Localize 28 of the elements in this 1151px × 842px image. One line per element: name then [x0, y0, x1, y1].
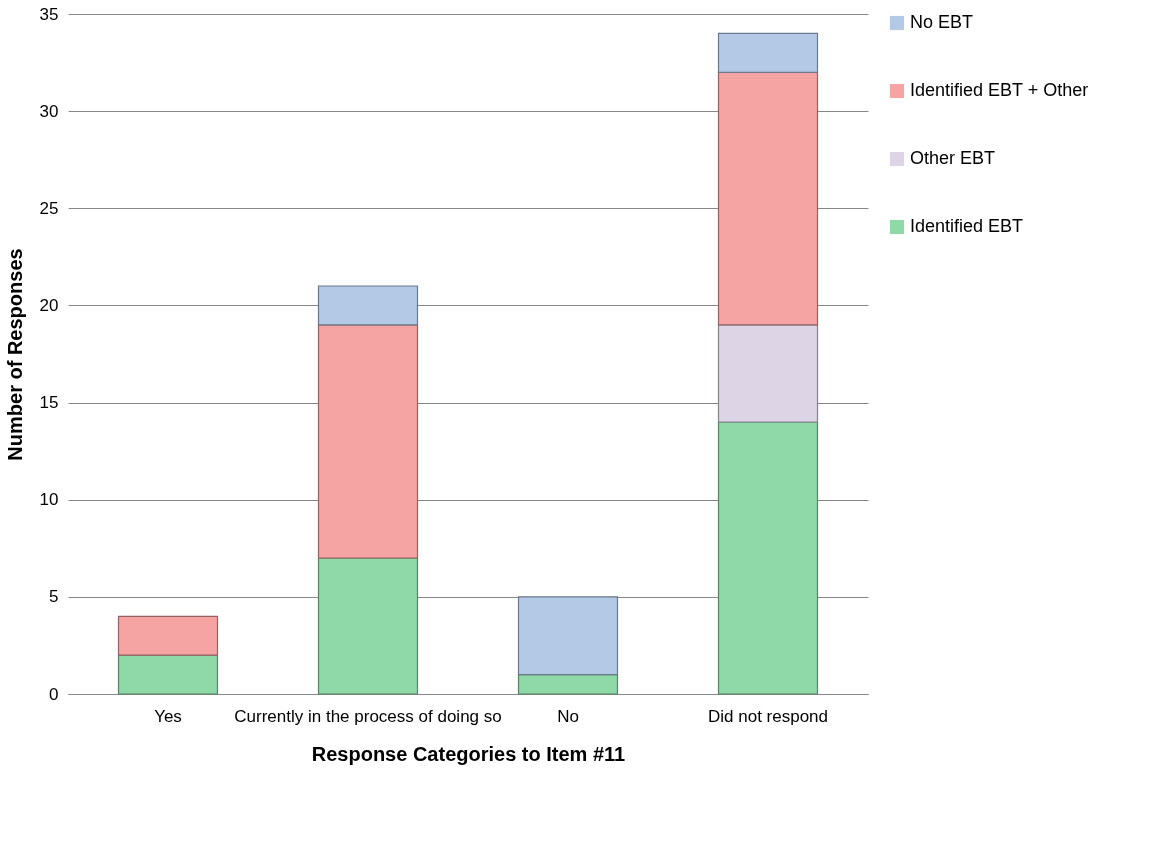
bar [717, 32, 819, 73]
bar [717, 71, 819, 326]
y-tick-label: 5 [49, 587, 59, 607]
legend-label: Identified EBT + Other [910, 80, 1089, 100]
bar [717, 421, 819, 695]
y-tick-label: 10 [39, 490, 59, 510]
x-tick-label: Currently in the process of doing so [234, 706, 502, 726]
x-tick-label: Did not respond [707, 706, 829, 726]
y-tick-label: 15 [39, 393, 59, 413]
y-tick-label: 20 [39, 295, 59, 315]
bar [117, 615, 219, 656]
y-tick-label: 25 [39, 198, 59, 218]
bar [517, 596, 619, 676]
legend-label: Other EBT [910, 148, 996, 168]
legend-label: Identified EBT [910, 216, 1024, 236]
bar [517, 673, 619, 695]
bar [317, 285, 419, 326]
bar [317, 324, 419, 559]
y-tick-label: 35 [39, 4, 59, 24]
bar [317, 557, 419, 695]
y-tick-label: 30 [39, 101, 59, 121]
legend-label: No EBT [910, 12, 974, 32]
x-tick-label: Yes [154, 706, 182, 726]
y-axis-title: Number of Responses [3, 248, 26, 461]
x-axis-title: Response Categories to Item #11 [311, 742, 626, 765]
bar [117, 654, 219, 695]
x-tick-label: No [557, 706, 579, 726]
y-tick-label: 0 [49, 684, 59, 704]
